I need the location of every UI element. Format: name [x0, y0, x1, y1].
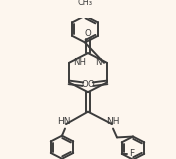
Text: F: F — [129, 149, 134, 158]
Text: HN: HN — [57, 117, 71, 126]
Text: O: O — [88, 80, 95, 89]
Text: NH: NH — [106, 117, 120, 126]
Text: O: O — [85, 29, 91, 38]
Text: O: O — [81, 80, 88, 89]
Text: CH₃: CH₃ — [78, 0, 93, 7]
Text: N: N — [96, 58, 102, 67]
Text: NH: NH — [73, 58, 86, 67]
